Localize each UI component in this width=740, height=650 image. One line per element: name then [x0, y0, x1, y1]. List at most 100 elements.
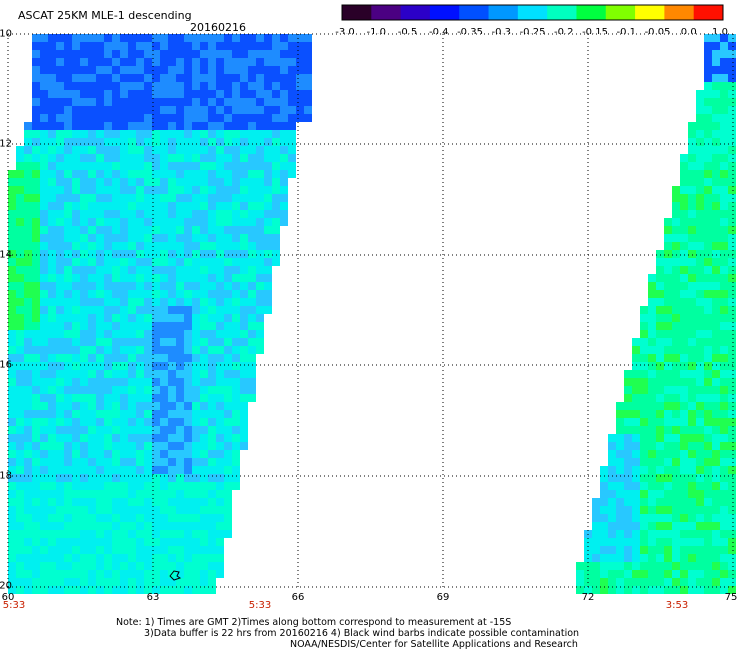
swath-pixel: [24, 394, 32, 402]
swath-pixel: [160, 458, 168, 466]
swath-pixel: [624, 418, 632, 426]
swath-pixel: [712, 58, 720, 66]
swath-pixel: [72, 266, 80, 274]
swath-pixel: [672, 202, 680, 210]
swath-pixel: [112, 450, 120, 458]
swath-pixel: [80, 306, 88, 314]
swath-pixel: [96, 586, 104, 594]
swath-pixel: [664, 482, 672, 490]
swath-pixel: [144, 234, 152, 242]
swath-pixel: [160, 226, 168, 234]
swath-pixel: [696, 474, 704, 482]
swath-pixel: [168, 362, 176, 370]
swath-pixel: [248, 170, 256, 178]
swath-pixel: [48, 186, 56, 194]
swath-pixel: [200, 50, 208, 58]
swath-pixel: [672, 434, 680, 442]
swath-pixel: [88, 394, 96, 402]
swath-pixel: [224, 114, 232, 122]
swath-pixel: [32, 306, 40, 314]
swath-pixel: [152, 66, 160, 74]
swath-pixel: [128, 74, 136, 82]
swath-pixel: [8, 514, 16, 522]
swath-pixel: [728, 130, 736, 138]
swath-pixel: [688, 442, 696, 450]
swath-pixel: [152, 570, 160, 578]
swath-pixel: [272, 34, 280, 42]
swath-pixel: [80, 154, 88, 162]
swath-pixel: [136, 282, 144, 290]
swath-pixel: [648, 530, 656, 538]
swath-pixel: [16, 218, 24, 226]
swath-pixel: [96, 474, 104, 482]
swath-pixel: [112, 130, 120, 138]
swath-pixel: [712, 418, 720, 426]
swath-pixel: [672, 586, 680, 594]
swath-pixel: [232, 290, 240, 298]
swath-pixel: [224, 474, 232, 482]
swath-pixel: [248, 218, 256, 226]
swath-pixel: [232, 218, 240, 226]
swath-pixel: [144, 362, 152, 370]
swath-pixel: [40, 386, 48, 394]
swath-pixel: [688, 426, 696, 434]
swath-pixel: [136, 562, 144, 570]
swath-pixel: [64, 586, 72, 594]
swath-pixel: [688, 586, 696, 594]
swath-pixel: [16, 298, 24, 306]
swath-pixel: [176, 266, 184, 274]
swath-pixel: [24, 146, 32, 154]
swath-pixel: [264, 306, 272, 314]
swath-pixel: [264, 298, 272, 306]
swath-pixel: [224, 410, 232, 418]
swath-pixel: [720, 354, 728, 362]
swath-pixel: [32, 290, 40, 298]
swath-pixel: [104, 282, 112, 290]
swath-pixel: [160, 82, 168, 90]
swath-pixel: [224, 482, 232, 490]
swath-pixel: [280, 194, 288, 202]
swath-pixel: [208, 354, 216, 362]
swath-pixel: [664, 274, 672, 282]
swath-pixel: [592, 578, 600, 586]
swath-pixel: [176, 186, 184, 194]
swath-pixel: [88, 130, 96, 138]
swath-pixel: [696, 266, 704, 274]
swath-pixel: [208, 178, 216, 186]
swath-pixel: [88, 138, 96, 146]
swath-pixel: [8, 314, 16, 322]
swath-pixel: [240, 146, 248, 154]
swath-pixel: [136, 186, 144, 194]
swath-pixel: [112, 346, 120, 354]
swath-pixel: [648, 322, 656, 330]
swath-pixel: [688, 482, 696, 490]
swath-pixel: [200, 466, 208, 474]
swath-pixel: [272, 250, 280, 258]
lat-label: -20: [0, 580, 12, 592]
swath-pixel: [40, 410, 48, 418]
swath-pixel: [160, 258, 168, 266]
swath-pixel: [696, 154, 704, 162]
swath-pixel: [248, 82, 256, 90]
swath-pixel: [712, 562, 720, 570]
swath-pixel: [624, 578, 632, 586]
swath-pixel: [176, 562, 184, 570]
swath-pixel: [176, 42, 184, 50]
swath-pixel: [48, 346, 56, 354]
swath-pixel: [232, 58, 240, 66]
swath-pixel: [136, 74, 144, 82]
swath-pixel: [48, 138, 56, 146]
swath-pixel: [64, 178, 72, 186]
swath-pixel: [160, 482, 168, 490]
swath-pixel: [160, 66, 168, 74]
swath-pixel: [264, 154, 272, 162]
swath-pixel: [160, 154, 168, 162]
swath-pixel: [680, 458, 688, 466]
swath-pixel: [288, 82, 296, 90]
swath-pixel: [264, 234, 272, 242]
swath-pixel: [24, 362, 32, 370]
swath-pixel: [192, 130, 200, 138]
swath-pixel: [216, 74, 224, 82]
swath-pixel: [112, 274, 120, 282]
swath-pixel: [632, 450, 640, 458]
